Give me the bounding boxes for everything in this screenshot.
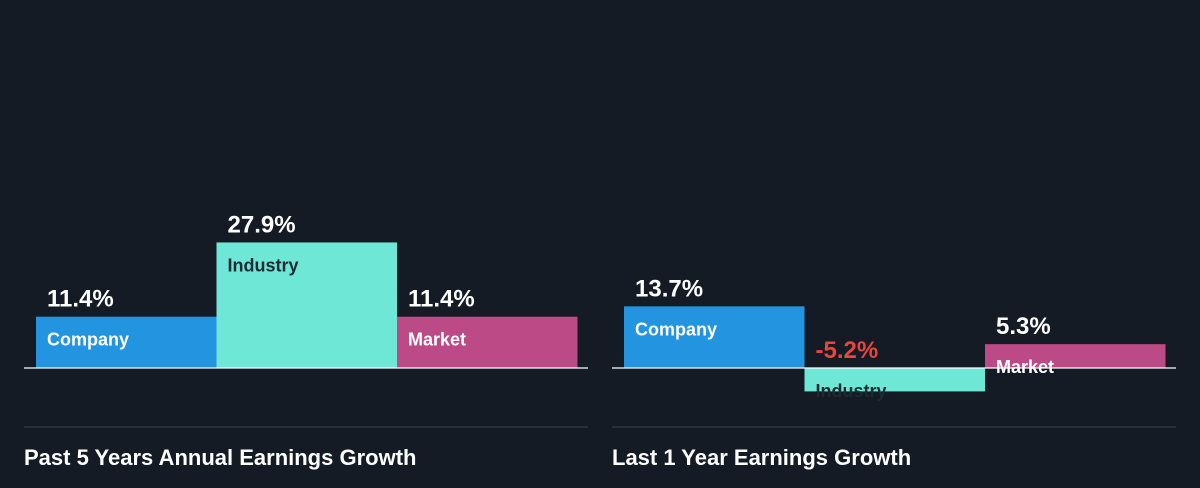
last-1y-value-label-market: 5.3%: [996, 313, 1051, 340]
past-5y-category-label-company: Company: [47, 330, 129, 350]
last-1y-bar-company: [624, 306, 805, 368]
past-5y-category-label-industry: Industry: [228, 255, 299, 275]
last-1y-bar-market: [985, 344, 1166, 368]
last-1y-chart-title: Last 1 Year Earnings Growth: [612, 445, 911, 470]
last-1y-value-label-company: 13.7%: [635, 275, 703, 302]
past-5y-value-label-market: 11.4%: [408, 286, 475, 313]
last-1y-category-label-industry: Industry: [816, 381, 887, 401]
past-5y-value-label-company: 11.4%: [47, 286, 114, 313]
last-1y-category-label-market: Market: [996, 357, 1054, 377]
past-5y-category-label-market: Market: [408, 330, 466, 350]
past-5y-value-label-industry: 27.9%: [228, 211, 296, 238]
last-1y-value-label-industry: -5.2%: [816, 337, 879, 364]
past-5y-bar-market: [397, 316, 578, 368]
last-1y-bar-industry: [804, 368, 985, 392]
past-5y-bar-industry: [216, 242, 397, 368]
past-5y-chart-title: Past 5 Years Annual Earnings Growth: [24, 445, 416, 470]
past-5y-bar-company: [36, 316, 217, 368]
last-1y-category-label-company: Company: [635, 319, 717, 339]
